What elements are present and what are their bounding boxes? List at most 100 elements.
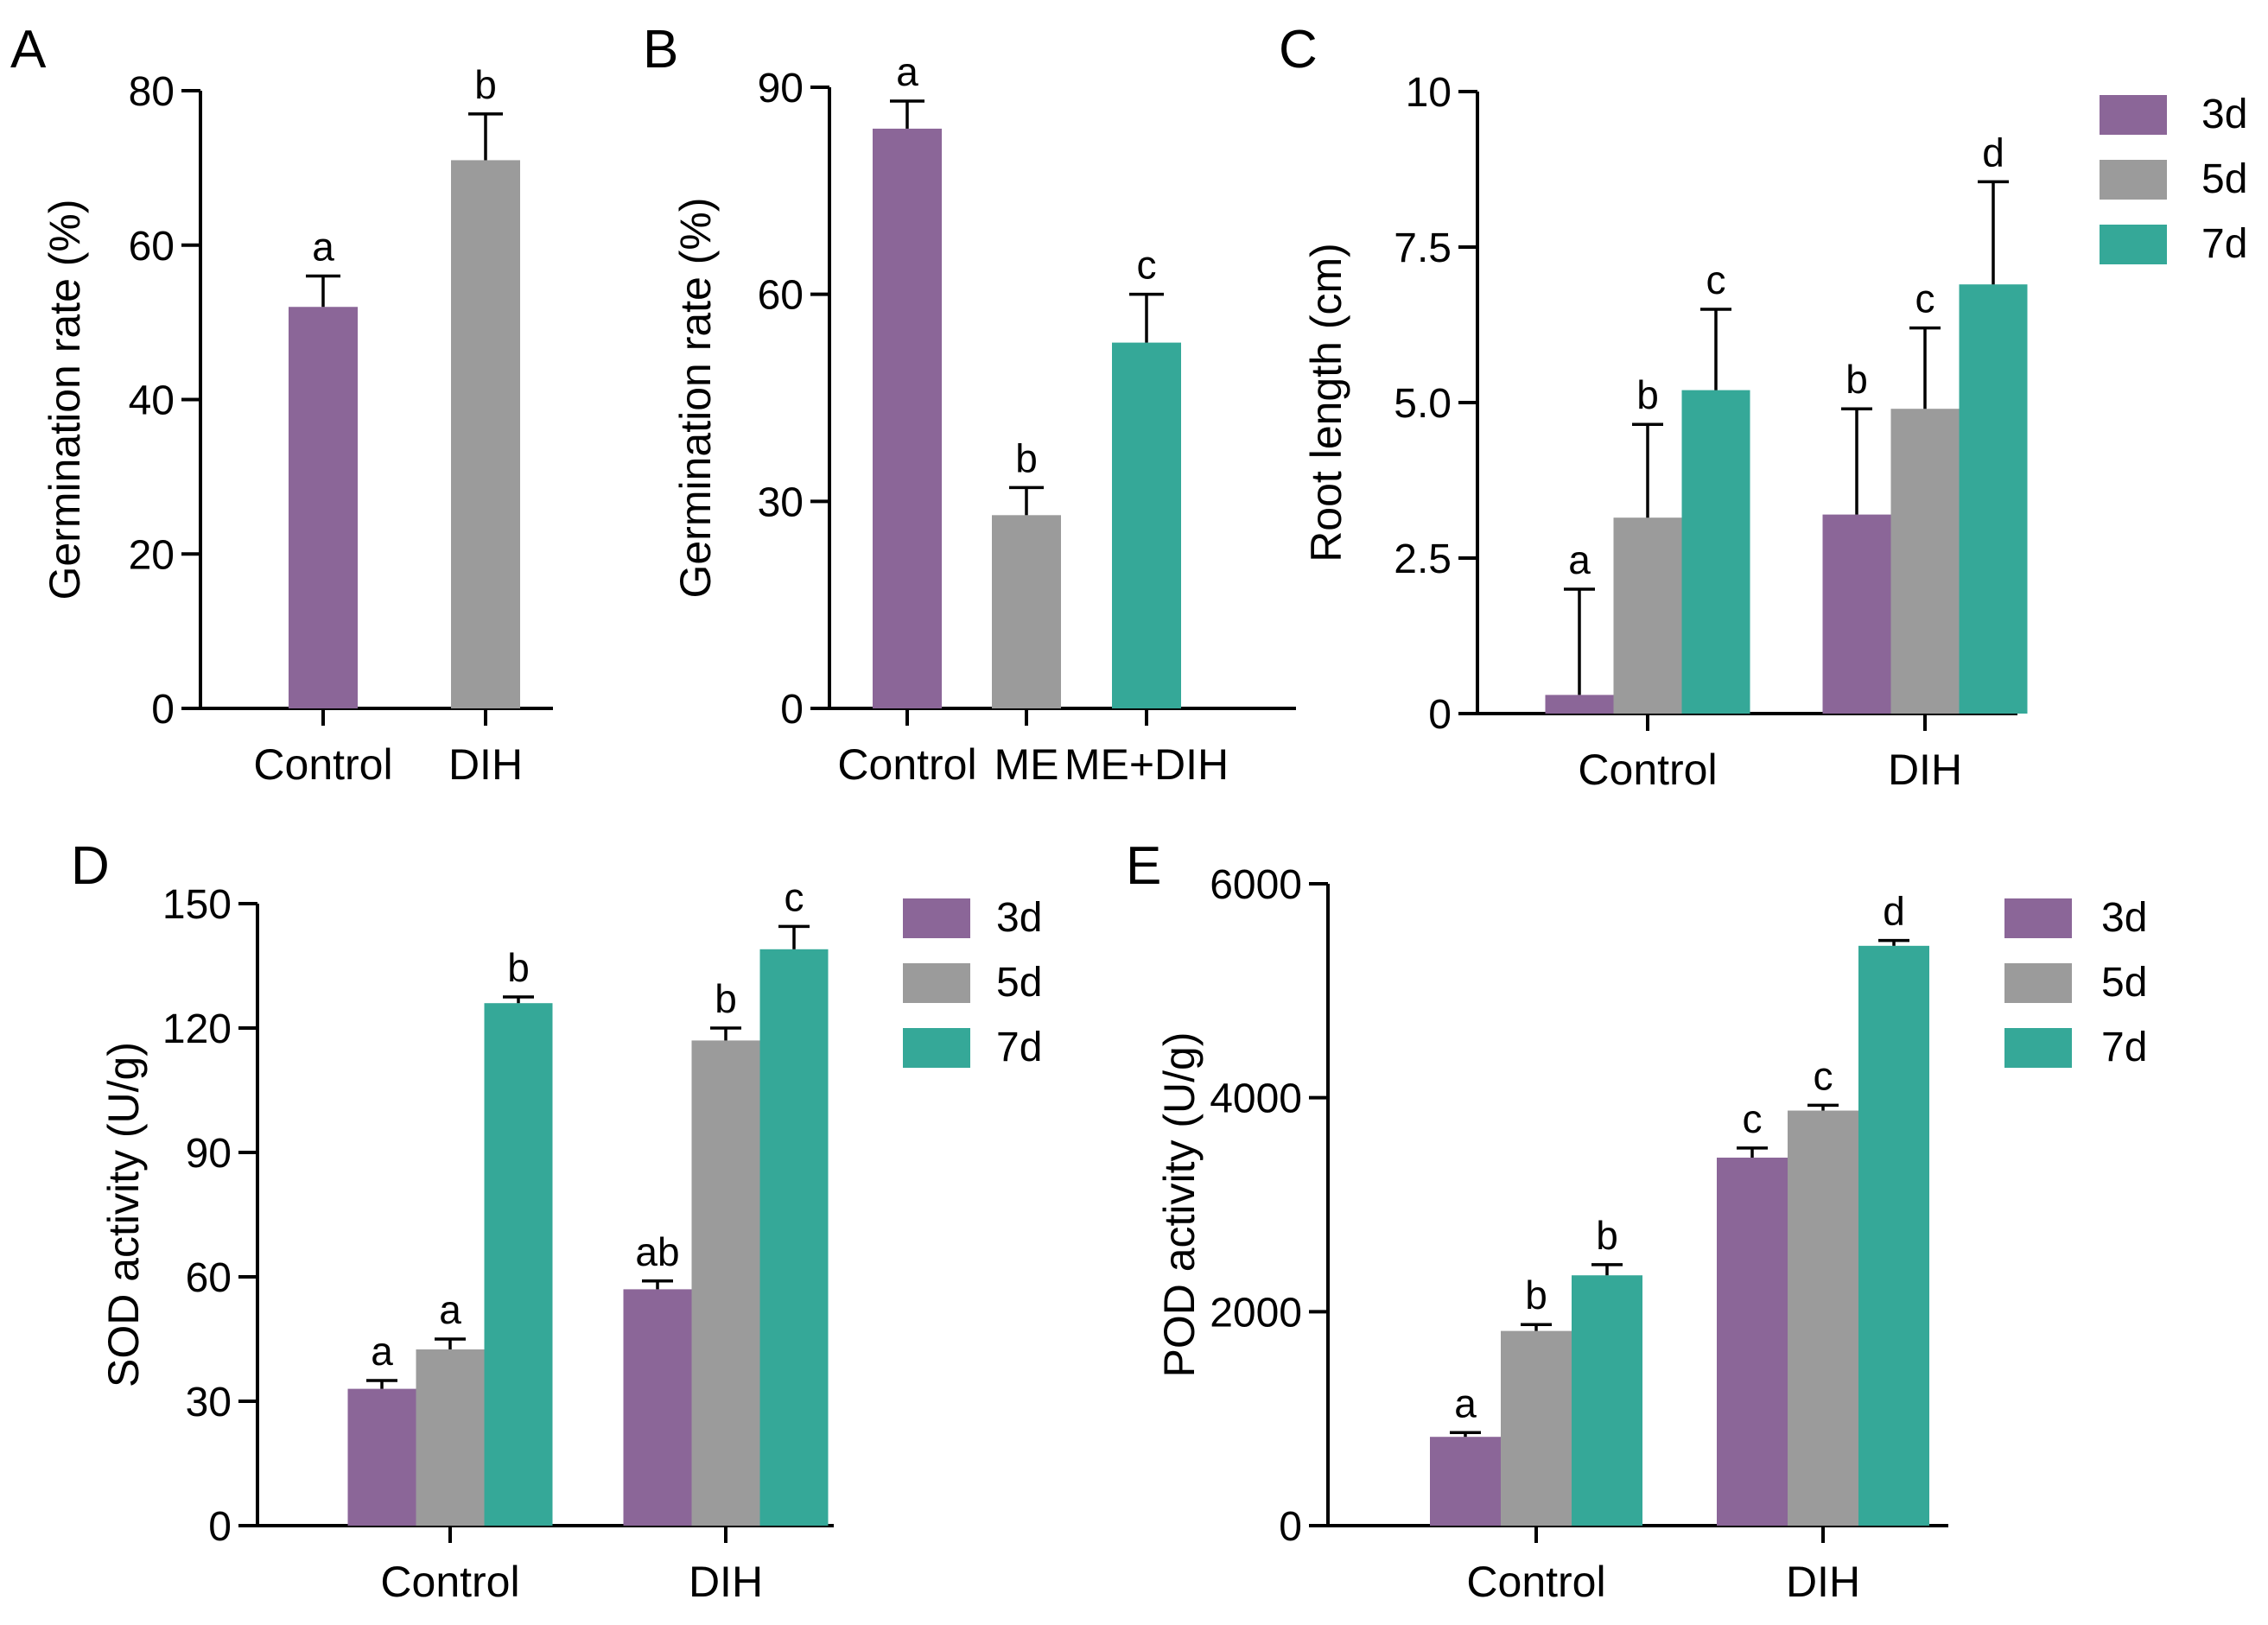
significance-label: a	[371, 1329, 393, 1374]
bar	[289, 307, 358, 708]
bar	[1545, 695, 1614, 714]
legend-swatch	[2100, 95, 2167, 135]
bar	[484, 1003, 553, 1526]
significance-label: b	[1636, 372, 1659, 417]
legend-label: 7d	[996, 1025, 1042, 1070]
significance-label: b	[507, 945, 530, 990]
legend-swatch	[2100, 160, 2167, 200]
y-tick-label: 5.0	[1394, 381, 1452, 427]
y-axis-title: POD activity (U/g)	[1155, 1031, 1204, 1377]
y-tick-label: 6000	[1210, 862, 1302, 908]
significance-label: a	[312, 225, 334, 270]
bar	[1112, 342, 1181, 708]
legend-label: 5d	[2201, 156, 2247, 202]
bar	[1681, 390, 1750, 714]
panel-b: B 0 30 60 90 Germination rate (%) Control ME ME+…	[643, 20, 1296, 789]
legend-label: 3d	[2201, 92, 2247, 137]
y-axis-title: SOD activity (U/g)	[99, 1042, 148, 1387]
legend-label: 5d	[996, 960, 1042, 1006]
x-tick-label: Control	[1578, 746, 1717, 794]
x-tick-label: DIH	[448, 740, 523, 789]
x-tick-label: DIH	[1888, 746, 1962, 794]
legend-swatch	[2004, 1028, 2072, 1068]
x-tick-label: Control	[837, 740, 976, 789]
y-tick-label: 120	[162, 1006, 232, 1052]
y-tick-label: 90	[186, 1131, 232, 1177]
x-tick-label: DIH	[689, 1558, 763, 1606]
significance-label: c	[1915, 276, 1935, 321]
significance-label: a	[1454, 1381, 1477, 1425]
y-tick-label: 0	[780, 687, 804, 733]
panel-e: E 0 2000 4000 6000 POD activity (U/g) Control D…	[1126, 836, 2147, 1606]
significance-label: d	[1982, 130, 2004, 175]
y-tick-label: 20	[129, 532, 175, 578]
significance-label: b	[474, 62, 497, 107]
significance-label: c	[1814, 1053, 1833, 1098]
bar	[416, 1349, 485, 1526]
y-tick-label: 10	[1406, 70, 1452, 116]
legend: 3d 5d 7d	[2004, 895, 2147, 1070]
y-tick-label: 0	[151, 687, 175, 733]
legend-swatch	[2004, 963, 2072, 1003]
significance-label: b	[715, 976, 737, 1021]
bar	[873, 128, 942, 708]
y-tick-label: 30	[758, 479, 804, 525]
bar	[759, 949, 829, 1526]
bar	[1717, 1158, 1788, 1526]
significance-label: c	[1706, 257, 1726, 302]
y-axis-title: Root length (cm)	[1302, 243, 1350, 562]
legend-label: 3d	[2101, 895, 2147, 941]
bar	[992, 515, 1061, 708]
x-tick-label: ME+DIH	[1064, 740, 1229, 789]
x-tick-label: Control	[1466, 1558, 1605, 1606]
y-tick-label: 2000	[1210, 1290, 1302, 1336]
legend-swatch	[2100, 225, 2167, 264]
y-tick-label: 90	[758, 66, 804, 111]
legend-label: 5d	[2101, 960, 2147, 1006]
bar	[1788, 1110, 1858, 1526]
significance-label: ab	[635, 1229, 679, 1274]
significance-label: b	[1596, 1213, 1618, 1258]
significance-label: d	[1883, 889, 1905, 934]
y-tick-label: 40	[129, 378, 175, 424]
bar	[1959, 284, 2028, 714]
bar	[347, 1388, 416, 1526]
y-tick-label: 30	[186, 1380, 232, 1425]
x-tick-label: DIH	[1786, 1558, 1860, 1606]
y-tick-label: 2.5	[1394, 536, 1452, 582]
y-tick-label: 4000	[1210, 1076, 1302, 1122]
panel-c: C 0 2.5 5.0 7.5 10 Root length (cm) Control DIH a…	[1279, 20, 2247, 794]
panel-letter: A	[10, 20, 47, 79]
legend-label: 7d	[2101, 1025, 2147, 1070]
y-tick-label: 60	[129, 224, 175, 270]
y-axis-title: Germination rate (%)	[671, 197, 720, 598]
x-tick-label: Control	[253, 740, 392, 789]
y-tick-label: 60	[186, 1255, 232, 1301]
significance-label: b	[1846, 357, 1868, 402]
legend-swatch	[903, 898, 970, 938]
bar	[1890, 409, 1960, 714]
panel-letter: B	[643, 20, 678, 79]
bar	[1613, 517, 1682, 714]
significance-label: a	[1568, 537, 1591, 582]
significance-label: a	[439, 1287, 461, 1332]
legend-swatch	[903, 1028, 970, 1068]
bar	[1430, 1437, 1501, 1526]
bar	[1572, 1275, 1642, 1526]
panel-d: D 0 30 60 90 120 150 SOD activity (U/g) Control D…	[71, 836, 1042, 1606]
y-tick-label: 150	[162, 882, 232, 928]
x-tick-label: Control	[380, 1558, 519, 1606]
y-tick-label: 0	[1279, 1504, 1302, 1550]
panel-letter: D	[71, 836, 110, 896]
panel-a: A 0 20 40 60 80 Germination rate (%) Control DIH…	[10, 20, 553, 789]
legend-swatch	[903, 963, 970, 1003]
legend-label: 3d	[996, 895, 1042, 941]
legend: 3d 5d 7d	[2100, 92, 2247, 267]
panel-letter: C	[1279, 20, 1318, 79]
significance-label: c	[1743, 1096, 1763, 1141]
significance-label: b	[1525, 1273, 1547, 1317]
panel-letter: E	[1126, 836, 1161, 896]
y-axis-title: Germination rate (%)	[41, 199, 89, 600]
bar	[451, 160, 520, 708]
